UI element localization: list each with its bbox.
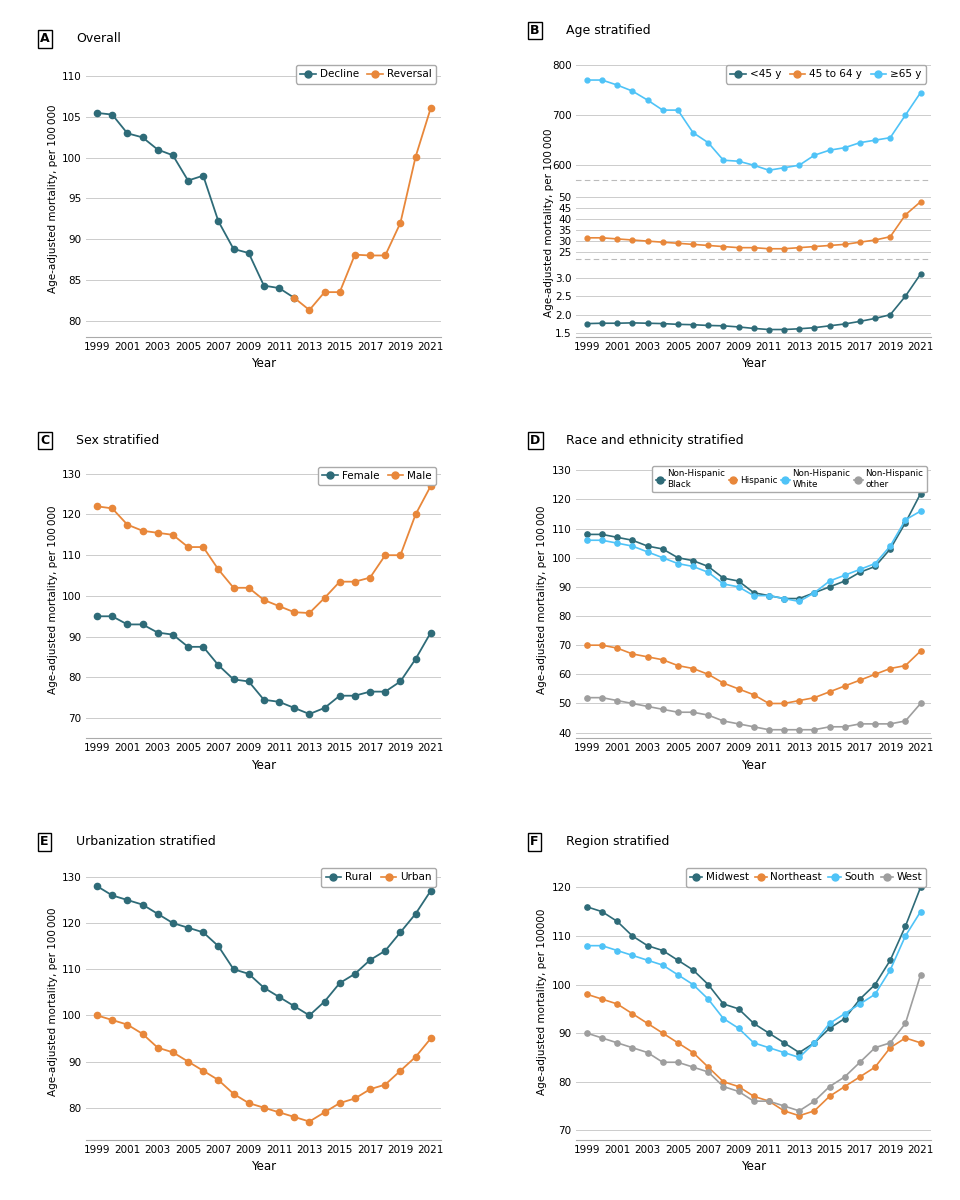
Text: Sex stratified: Sex stratified bbox=[76, 434, 159, 446]
Y-axis label: Age-adjusted mortality, per 100 000: Age-adjusted mortality, per 100 000 bbox=[48, 104, 58, 293]
Text: Age stratified: Age stratified bbox=[565, 24, 650, 37]
Legend: Non-Hispanic
Black, Hispanic, Non-Hispanic
White, Non-Hispanic
other: Non-Hispanic Black, Hispanic, Non-Hispan… bbox=[653, 466, 926, 492]
X-axis label: Year: Year bbox=[252, 358, 276, 371]
Legend: <45 y, 45 to 64 y, ≥65 y: <45 y, 45 to 64 y, ≥65 y bbox=[726, 65, 926, 84]
Y-axis label: Age-adjusted mortality, per 100 000: Age-adjusted mortality, per 100 000 bbox=[48, 907, 58, 1096]
Text: Overall: Overall bbox=[76, 32, 121, 46]
X-axis label: Year: Year bbox=[252, 1160, 276, 1174]
Legend: Rural, Urban: Rural, Urban bbox=[322, 869, 436, 887]
Y-axis label: Age-adjusted mortality, per 100 000: Age-adjusted mortality, per 100 000 bbox=[48, 505, 58, 695]
Text: C: C bbox=[40, 434, 49, 446]
Legend: Midwest, Northeast, South, West: Midwest, Northeast, South, West bbox=[685, 869, 926, 887]
Y-axis label: Age-adjusted mortality, per 100 000: Age-adjusted mortality, per 100 000 bbox=[544, 128, 554, 317]
X-axis label: Year: Year bbox=[741, 358, 766, 371]
X-axis label: Year: Year bbox=[741, 758, 766, 772]
Text: Urbanization stratified: Urbanization stratified bbox=[76, 835, 215, 848]
Text: B: B bbox=[530, 24, 540, 37]
Text: F: F bbox=[530, 835, 539, 848]
Text: Region stratified: Region stratified bbox=[565, 835, 669, 848]
Y-axis label: Age-adjusted mortality, per 100 000: Age-adjusted mortality, per 100 000 bbox=[538, 505, 547, 695]
Text: E: E bbox=[40, 835, 49, 848]
Legend: Decline, Reversal: Decline, Reversal bbox=[296, 65, 436, 84]
X-axis label: Year: Year bbox=[741, 1160, 766, 1174]
Legend: Female, Male: Female, Male bbox=[318, 467, 436, 485]
Y-axis label: Age-adjusted mortality, per 100000: Age-adjusted mortality, per 100000 bbox=[538, 908, 547, 1094]
Text: D: D bbox=[530, 434, 540, 446]
X-axis label: Year: Year bbox=[252, 758, 276, 772]
Text: Race and ethnicity stratified: Race and ethnicity stratified bbox=[565, 434, 743, 446]
Text: A: A bbox=[40, 32, 50, 46]
